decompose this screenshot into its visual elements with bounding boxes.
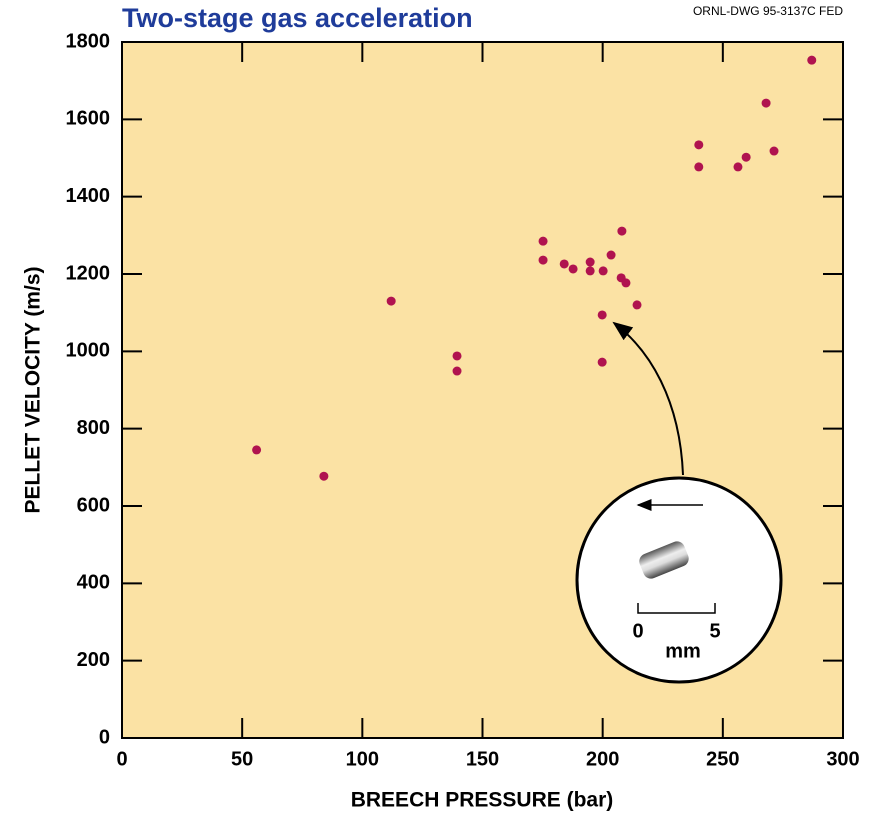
- pointer-arrow: [612, 321, 684, 476]
- x-tick-label: 250: [706, 748, 739, 770]
- data-point: [585, 257, 595, 267]
- y-tick-label: 1400: [66, 185, 111, 207]
- y-tick-label: 800: [77, 417, 110, 439]
- plot-frame: [121, 41, 844, 739]
- data-point: [632, 300, 642, 310]
- inset-circle: [575, 476, 783, 684]
- x-tick-label: 50: [231, 748, 253, 770]
- y-tick-label: 1000: [66, 340, 111, 362]
- data-point: [617, 226, 627, 236]
- y-tick-label: 600: [77, 494, 110, 516]
- y-tick-label: 1200: [66, 262, 111, 284]
- data-point: [597, 310, 607, 320]
- scale-bar: [637, 603, 716, 614]
- x-tick-label: 0: [116, 748, 127, 770]
- data-point: [452, 351, 462, 361]
- data-point: [598, 266, 608, 276]
- data-point: [538, 236, 548, 246]
- y-tick-label: 0: [99, 726, 110, 748]
- chart-title: Two-stage gas acceleration: [122, 3, 473, 33]
- data-point: [807, 55, 817, 65]
- scale-label: 5: [709, 620, 720, 642]
- scale-unit: mm: [665, 640, 701, 662]
- y-axis-title: PELLET VELOCITY (m/s): [22, 267, 45, 514]
- data-point: [606, 250, 616, 260]
- data-point: [761, 98, 771, 108]
- y-tick-label: 400: [77, 572, 110, 594]
- data-point: [585, 266, 595, 276]
- data-point: [769, 146, 779, 156]
- x-tick-label: 300: [826, 748, 859, 770]
- data-point: [386, 296, 396, 306]
- data-point: [621, 278, 631, 288]
- data-point: [694, 162, 704, 172]
- data-point: [694, 140, 704, 150]
- y-tick-label: 1800: [66, 30, 111, 52]
- data-point: [319, 471, 329, 481]
- data-point: [597, 357, 607, 367]
- drawing-number: ORNL-DWG 95-3137C FED: [693, 4, 843, 18]
- y-tick-label: 1600: [66, 108, 111, 130]
- inset: 0 5 mm: [575, 321, 783, 684]
- x-tick-label: 100: [346, 748, 379, 770]
- data-point: [559, 259, 569, 269]
- data-point: [568, 264, 578, 274]
- x-axis-title: BREECH PRESSURE (bar): [351, 789, 614, 812]
- x-tick-label: 150: [466, 748, 499, 770]
- data-point: [733, 162, 743, 172]
- data-point: [741, 152, 751, 162]
- scale-label: 0: [632, 620, 643, 642]
- pellet-image: [639, 541, 689, 579]
- data-point: [252, 445, 262, 455]
- data-point: [452, 366, 462, 376]
- x-tick-label: 200: [586, 748, 619, 770]
- data-point: [538, 255, 548, 265]
- y-tick-label: 200: [77, 649, 110, 671]
